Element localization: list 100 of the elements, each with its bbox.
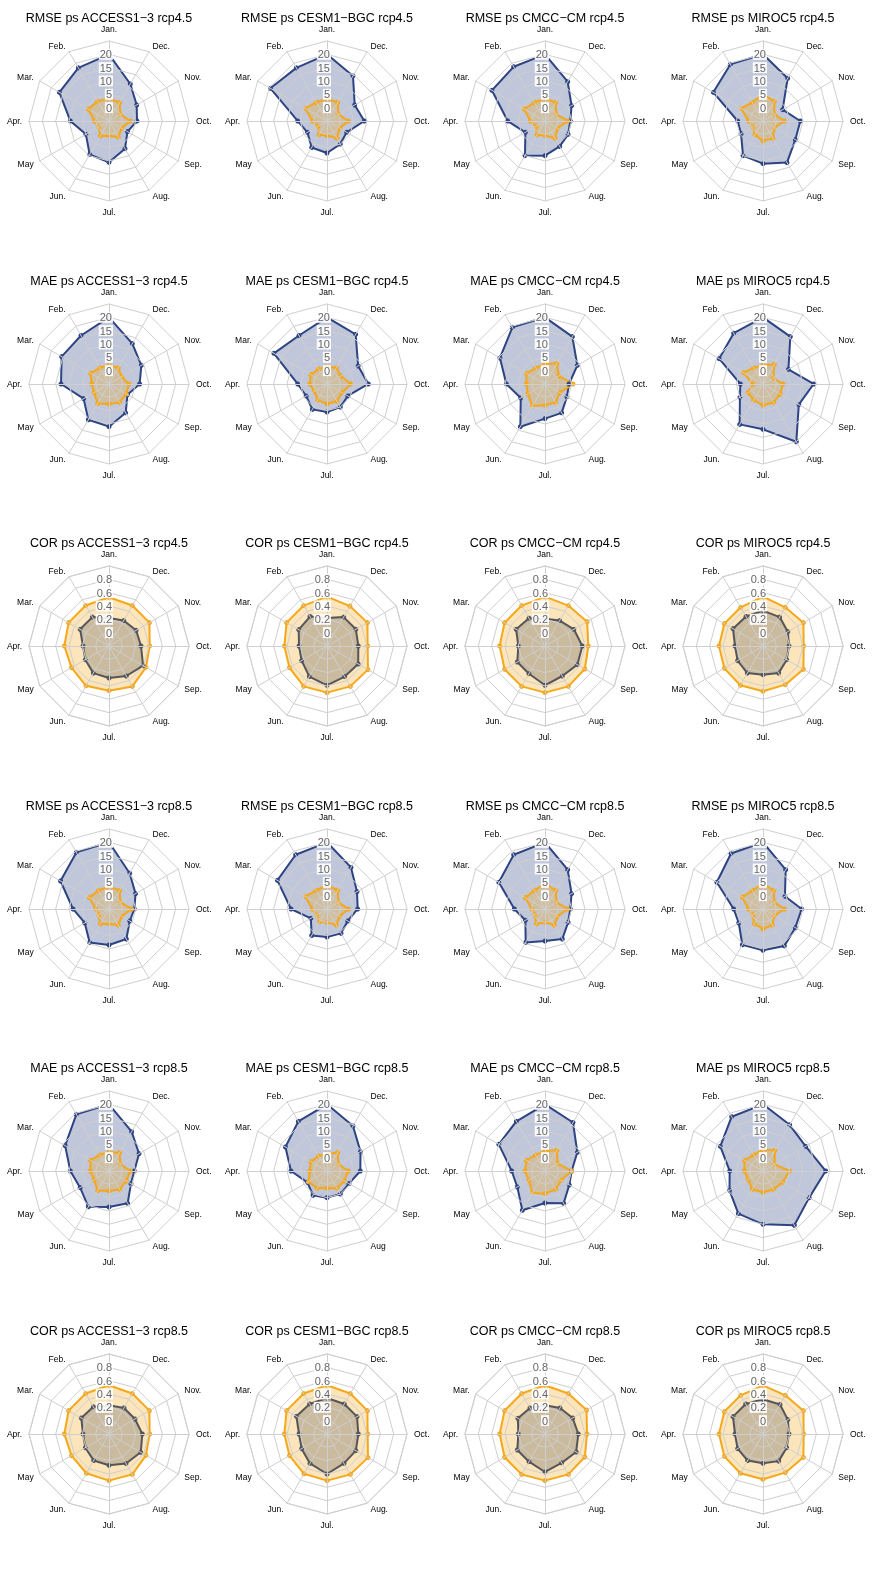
spoke-label: Apr. [224, 640, 240, 651]
spoke-label: Oct. [850, 1428, 866, 1439]
spoke-label: Jul. [538, 1519, 552, 1530]
spoke-label: Aug. [152, 1241, 170, 1252]
spoke-label: Feb. [266, 40, 284, 51]
y-tick-label: 0 [323, 626, 330, 639]
spoke-label: Dec. [152, 1090, 170, 1101]
spoke-label: Apr. [442, 378, 458, 389]
chart-title: MAE ps MIROC5 rcp8.5 [695, 1060, 831, 1075]
spoke-label: Nov. [402, 1122, 420, 1133]
chart-title: RMSE ps CESM1−BGC rcp8.5 [241, 798, 414, 812]
spoke-label: Sep. [838, 1471, 856, 1482]
spoke-label: Nov. [620, 72, 638, 83]
spoke-label: Mar. [671, 334, 688, 345]
spoke-label: Dec. [370, 40, 388, 51]
spoke-label: Jan. [536, 1074, 554, 1085]
spoke-label: Aug. [370, 1503, 388, 1514]
y-tick-label: 10 [535, 74, 548, 87]
spoke-label: May [671, 1209, 689, 1220]
spoke-label: Jul. [538, 469, 552, 480]
spoke-label: May [235, 1209, 253, 1220]
spoke-label: Jul. [320, 732, 334, 743]
y-tick-label: 0.6 [96, 1374, 112, 1387]
spoke-label: Aug. [370, 978, 388, 989]
y-tick-label: 0 [759, 364, 766, 377]
spoke-label: Dec. [588, 565, 606, 576]
y-tick-label: 5 [759, 88, 766, 101]
y-tick-label: 10 [753, 1124, 766, 1137]
spoke-label: Mar. [17, 597, 34, 608]
spoke-label: Feb. [266, 1090, 284, 1101]
y-tick-label: 15 [99, 324, 112, 337]
spoke-label: Mar. [453, 597, 470, 608]
spoke-label: Nov. [402, 1384, 420, 1395]
spoke-label: Jun. [703, 453, 720, 464]
y-tick-label: 20 [99, 835, 112, 848]
spoke-label: Feb. [48, 1090, 66, 1101]
spoke-label: Feb. [484, 565, 502, 576]
chart-title: COR ps ACCESS1−3 rcp8.5 [29, 1323, 189, 1337]
y-tick-label: 20 [753, 1098, 766, 1111]
y-tick-label: 0.8 [96, 1360, 112, 1373]
spoke-label: Nov. [184, 72, 202, 83]
spoke-label: Oct. [632, 640, 648, 651]
y-tick-label: 0 [323, 101, 330, 114]
spoke-label: Mar. [671, 859, 688, 870]
spoke-label: Sep. [402, 946, 420, 957]
y-tick-label: 0 [759, 101, 766, 114]
chart-title: MAE ps CESM1−BGC rcp8.5 [245, 1060, 409, 1075]
spoke-label: Jun. [485, 191, 502, 202]
y-tick-label: 0.4 [750, 599, 766, 612]
y-tick-label: 0.4 [314, 599, 330, 612]
chart-title: RMSE ps CMCC−CM rcp8.5 [465, 798, 625, 812]
spoke-label: May [235, 946, 253, 957]
spoke-label: Apr. [224, 1165, 240, 1176]
y-tick-label: 5 [323, 875, 330, 888]
spoke-label: Nov. [838, 334, 856, 345]
spoke-label: Feb. [702, 828, 720, 839]
spoke-label: Feb. [266, 828, 284, 839]
spoke-label: Mar. [235, 1384, 252, 1395]
y-tick-label: 20 [535, 310, 548, 323]
y-tick-label: 0 [323, 1414, 330, 1427]
y-tick-label: 0 [541, 626, 548, 639]
spoke-label: Jan. [536, 1336, 554, 1347]
spoke-label: Jan. [536, 811, 554, 822]
spoke-label: Oct. [414, 378, 430, 389]
spoke-label: Jun. [267, 716, 284, 727]
spoke-label: May [235, 1471, 253, 1482]
chart-title: COR ps CESM1−BGC rcp8.5 [245, 1323, 409, 1337]
spoke-label: May [17, 946, 35, 957]
spoke-label: May [671, 1471, 689, 1482]
spoke-label: May [17, 421, 35, 432]
spoke-label: Nov. [184, 859, 202, 870]
y-tick-label: 10 [535, 337, 548, 350]
y-tick-label: 20 [753, 835, 766, 848]
spoke-label: Feb. [266, 1353, 284, 1364]
spoke-label: Jun. [49, 1241, 66, 1252]
spoke-label: Jan. [536, 24, 554, 35]
y-tick-label: 10 [535, 1124, 548, 1137]
spoke-label: Apr. [6, 640, 22, 651]
spoke-label: Sep. [838, 684, 856, 695]
spoke-label: Jul. [320, 994, 334, 1005]
spoke-label: Nov. [620, 334, 638, 345]
spoke-label: Feb. [484, 1090, 502, 1101]
y-tick-label: 20 [317, 310, 330, 323]
spoke-label: Oct. [414, 1165, 430, 1176]
y-tick-label: 5 [541, 350, 548, 363]
spoke-label: Nov. [838, 859, 856, 870]
spoke-label: Sep. [838, 421, 856, 432]
chart-title: COR ps CMCC−CM rcp4.5 [469, 535, 621, 550]
spoke-label: Jun. [703, 716, 720, 727]
spoke-label: Apr. [224, 115, 240, 126]
spoke-label: Oct. [632, 115, 648, 126]
spoke-label: Jun. [49, 191, 66, 202]
chart-title: MAE ps MIROC5 rcp4.5 [695, 273, 831, 287]
y-tick-label: 5 [541, 875, 548, 888]
spoke-label: Nov. [184, 1384, 202, 1395]
spoke-label: Dec. [152, 565, 170, 576]
y-tick-label: 15 [535, 1111, 548, 1124]
spoke-label: Jun. [703, 978, 720, 989]
spoke-label: Dec. [806, 1353, 824, 1364]
spoke-label: Sep. [620, 1209, 638, 1220]
